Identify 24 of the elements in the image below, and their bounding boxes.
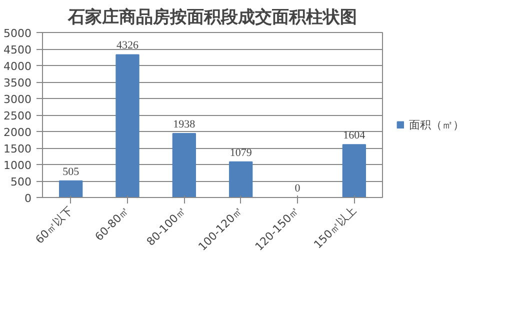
chart-title: 石家庄商品房按面积段成交面积柱状图: [67, 8, 357, 28]
y-tick-label: 2500: [4, 110, 32, 122]
y-tick-label: 500: [10, 176, 32, 188]
legend-label: 面积（㎡）: [409, 117, 464, 132]
bar: [59, 180, 83, 198]
y-tick-label: 1000: [4, 159, 32, 172]
y-tick-label: 3000: [4, 93, 32, 106]
bar: [172, 133, 196, 198]
data-label: 0: [294, 182, 301, 194]
data-label: 4326: [116, 40, 139, 52]
data-label: 1079: [230, 146, 252, 159]
y-tick-label: 0: [24, 192, 32, 205]
y-tick-label: 4000: [4, 60, 32, 73]
y-tick-label: 2000: [4, 126, 32, 139]
y-tick-label: 3500: [4, 76, 32, 90]
data-label: 1604: [343, 130, 366, 142]
y-tick-label: 4500: [4, 44, 32, 56]
bar: [116, 54, 140, 198]
data-label: 1938: [173, 118, 196, 131]
y-tick-label: 5000: [4, 27, 32, 40]
bar: [229, 161, 253, 198]
bar: [342, 144, 366, 198]
y-tick-label: 1500: [4, 142, 32, 156]
data-label: 505: [62, 166, 80, 178]
